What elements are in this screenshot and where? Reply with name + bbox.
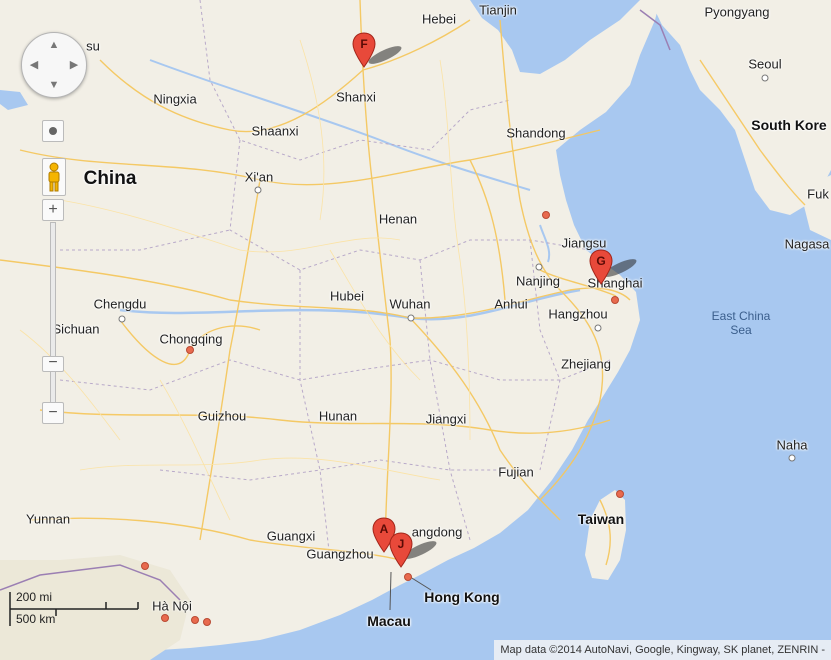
label-ningxia: Ningxia [153,91,197,107]
label-south-korea: South Kore [751,117,827,133]
label-fuk: Fuk [807,186,829,202]
label-hong-kong: Hong Kong [424,589,500,605]
scale-miles: 200 mi [16,590,53,604]
map-marker-f[interactable]: F [352,32,376,68]
label-hunan: Hunan [318,408,358,424]
city-dot-seoul [761,74,769,82]
label-macau: Macau [367,613,411,629]
scale-km: 500 km [16,612,56,626]
marker-letter: J [397,537,405,551]
label-guizhou: Guizhou [197,408,247,424]
label-nanjing: Nanjing [515,273,561,289]
street-view-pegman-icon[interactable] [42,158,66,196]
label-seoul: Seoul [748,56,782,72]
marker-pin-icon [589,249,613,285]
map-marker-j[interactable]: J [389,532,413,568]
city-dot-wuhan [407,314,415,322]
map-attribution[interactable]: Map data ©2014 AutoNavi, Google, Kingway… [494,640,831,660]
label-shaanxi: Shaanxi [251,123,299,139]
pegman-figure-icon [48,162,60,192]
label-hubei: Hubei [330,288,364,304]
poi-dot[interactable] [161,614,169,622]
label-guangxi: Guangxi [266,528,316,544]
city-dot-chengdu [118,315,126,323]
marker-pin-icon [389,532,413,568]
zoom-slider-handle[interactable]: − [42,355,64,372]
poi-dot[interactable] [616,490,624,498]
zoom-slider-track[interactable] [50,222,56,404]
label-east-china-sea: East China Sea [711,309,771,337]
label-jiangsu: Jiangsu [561,235,607,251]
pan-control[interactable]: ▲ ▼ ◀ ▶ [21,32,87,98]
label-yunnan: Yunnan [25,511,71,527]
poi-dot[interactable] [542,211,550,219]
my-location-button[interactable] [42,120,64,142]
city-dot-naha [788,454,796,462]
city-dot-nanjing [535,263,543,271]
pan-left-icon[interactable]: ◀ [29,59,39,71]
zoom-in-button[interactable]: + [42,199,64,221]
label-hangzhou: Hangzhou [548,306,608,322]
label-henan: Henan [378,211,418,227]
marker-letter: F [360,37,368,51]
label-guangdong: angdong [411,524,463,540]
label-pyongyang: Pyongyang [704,4,770,20]
label-chengdu: Chengdu [93,296,147,312]
poi-dot[interactable] [191,616,199,624]
pan-up-icon[interactable]: ▲ [48,39,60,51]
poi-dot[interactable] [611,296,619,304]
label-zhejiang: Zhejiang [561,356,611,372]
map-marker-a[interactable]: A [372,517,396,553]
label-nagasa: Nagasa [784,236,830,252]
label-chongqing: Chongqing [159,331,223,347]
label-hebei: Hebei [422,11,456,27]
label-su: su [86,38,100,54]
marker-letter: G [596,254,606,268]
label-taiwan: Taiwan [577,511,625,527]
pan-right-icon[interactable]: ▶ [69,59,79,71]
label-jiangxi: Jiangxi [425,411,467,427]
marker-letter: A [379,522,389,536]
label-guangzhou: Guangzhou [306,546,374,562]
label-fujian: Fujian [498,464,534,480]
poi-dot[interactable] [404,573,412,581]
marker-pin-icon [372,517,396,553]
city-dot-xian [254,186,262,194]
label-tianjin: Tianjin [479,2,517,18]
city-dot-hangzhou [594,324,602,332]
label-wuhan: Wuhan [389,296,431,312]
poi-dot[interactable] [141,562,149,570]
label-shandong: Shandong [506,125,566,141]
label-sichuan: Sichuan [52,321,100,337]
zoom-out-button[interactable]: − [42,402,64,424]
map-scale: 200 mi 500 km [8,590,178,630]
scale-bar [9,592,139,626]
marker-pin-icon [352,32,376,68]
label-anhui: Anhui [494,296,528,312]
map-marker-g[interactable]: G [589,249,613,285]
pan-down-icon[interactable]: ▼ [48,79,60,91]
label-china: China [83,168,137,189]
label-shanxi: Shanxi [336,89,376,105]
label-hanoi: Hà Nội [152,598,192,614]
poi-dot[interactable] [203,618,211,626]
label-xian: Xi'an [244,169,274,185]
label-naha: Naha [776,437,808,453]
poi-dot[interactable] [186,346,194,354]
